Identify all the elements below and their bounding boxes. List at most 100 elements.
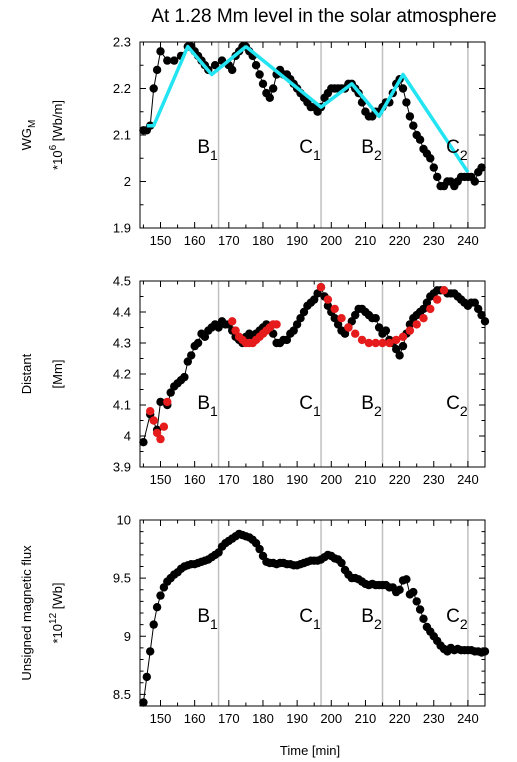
data-point — [269, 329, 278, 338]
data-point — [330, 314, 339, 323]
data-point — [426, 304, 435, 314]
data-point — [156, 47, 165, 56]
data-point — [269, 84, 278, 93]
data-point — [149, 620, 158, 629]
data-point — [323, 301, 333, 310]
x-tick-label: 160 — [184, 711, 206, 726]
x-tick-label: 150 — [150, 472, 172, 487]
data-point — [282, 335, 292, 345]
data-point — [422, 298, 432, 307]
data-point — [344, 323, 353, 332]
data-point — [374, 323, 384, 332]
data-point — [200, 332, 210, 341]
x-tick-label: 230 — [423, 233, 445, 248]
data-point — [477, 163, 486, 172]
data-point — [152, 603, 162, 612]
y-tick-label: 4.5 — [113, 274, 131, 289]
data-point — [228, 317, 237, 326]
x-tick-label: 170 — [218, 711, 240, 726]
data-point — [419, 314, 428, 323]
phase-label-1: B1 — [197, 606, 218, 632]
data-point — [474, 304, 483, 314]
phase-label-3: B2 — [361, 137, 382, 163]
data-point — [289, 326, 298, 335]
y-tick-label: 2.3 — [113, 35, 131, 50]
data-point — [180, 372, 189, 382]
data-point — [228, 65, 237, 75]
data-point — [146, 647, 155, 656]
data-point — [146, 407, 155, 416]
x-axis-label: Time [min] — [280, 743, 340, 758]
data-point — [402, 98, 411, 107]
data-point — [333, 320, 343, 329]
y-axis-unit: *106 [Wb/m] — [48, 100, 65, 170]
data-point — [299, 307, 309, 317]
data-point — [255, 70, 264, 79]
y-axis-label: Distant — [19, 353, 34, 394]
data-point — [385, 338, 394, 348]
x-tick-label: 180 — [252, 472, 274, 487]
x-tick-label: 200 — [320, 711, 342, 726]
data-point — [412, 320, 421, 329]
y-tick-label: 9.5 — [113, 571, 131, 586]
data-point — [156, 434, 165, 444]
data-point — [351, 310, 360, 320]
data-point — [357, 335, 367, 345]
data-point — [255, 544, 264, 554]
x-tick-label: 200 — [320, 472, 342, 487]
data-point — [258, 79, 268, 89]
data-point — [310, 295, 319, 304]
data-point — [347, 317, 356, 326]
data-point — [272, 320, 281, 329]
phase-label-1: B1 — [197, 137, 218, 163]
data-point — [371, 338, 380, 348]
data-point — [265, 93, 274, 103]
x-tick-label: 240 — [457, 711, 479, 726]
data-point — [340, 329, 350, 338]
x-tick-label: 170 — [218, 472, 240, 487]
x-tick-label: 220 — [389, 233, 411, 248]
phase-label-1: B1 — [197, 393, 218, 419]
data-point — [183, 357, 192, 366]
data-point — [378, 338, 387, 348]
data-point — [159, 422, 169, 431]
x-tick-label: 170 — [218, 233, 240, 248]
phase-label-4: C2 — [446, 393, 468, 419]
data-point — [163, 56, 172, 65]
data-point — [351, 329, 360, 338]
phase-label-2: C1 — [299, 393, 321, 419]
data-point — [412, 597, 421, 606]
y-axis-label: Unsigned magnetic flux — [19, 545, 34, 681]
y-tick-label: 4.1 — [113, 398, 131, 413]
phase-label-3: B2 — [361, 606, 382, 632]
x-tick-label: 230 — [423, 711, 445, 726]
data-point — [149, 84, 158, 93]
data-point — [419, 614, 428, 623]
data-point — [316, 283, 326, 292]
phase-label-2: C1 — [299, 137, 321, 163]
data-point — [231, 326, 240, 335]
x-tick-label: 210 — [355, 711, 377, 726]
data-point — [409, 121, 418, 130]
y-tick-label: 3.9 — [113, 460, 131, 475]
x-tick-label: 180 — [252, 711, 274, 726]
data-point — [214, 323, 223, 332]
data-point — [395, 585, 404, 594]
panel-2: B1 C1 B2 C2 150 160 170 180 190 200 210 220 230 240 3.… — [19, 274, 490, 487]
data-point — [364, 338, 374, 348]
x-tick-label: 240 — [457, 233, 479, 248]
data-point — [395, 351, 404, 360]
data-point — [392, 335, 401, 345]
data-point — [163, 397, 172, 407]
x-tick-label: 230 — [423, 472, 445, 487]
phase-label-4: C2 — [446, 137, 468, 163]
y-tick-label: 4.3 — [113, 336, 131, 351]
data-point — [330, 304, 339, 314]
x-tick-label: 240 — [457, 472, 479, 487]
y-axis-label: WGM — [19, 120, 38, 151]
y-tick-label: 10 — [117, 513, 131, 528]
panel-1: B1 C1 B2 C2 150 160 170 180 190 200 210 220 230 240 1.… — [19, 35, 486, 248]
data-point — [371, 314, 380, 323]
x-tick-label: 160 — [184, 472, 206, 487]
